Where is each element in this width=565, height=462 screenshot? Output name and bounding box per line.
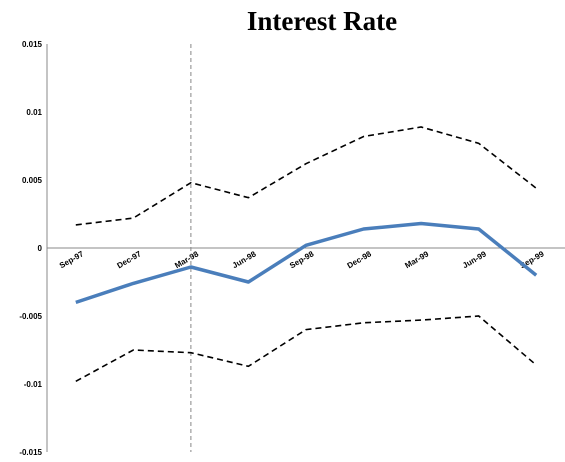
x-tick-label: Jun-98 — [231, 249, 258, 270]
y-tick-label: -0.01 — [24, 380, 43, 389]
y-tick-label: -0.015 — [19, 448, 42, 457]
x-tick-labels: Sep-97 Dec-97 Mar-98 Jun-98 Sep-98 Dec-98 Mar-… — [58, 249, 546, 270]
y-tick-label: 0.015 — [22, 40, 43, 49]
x-tick-label: Dec-97 — [115, 249, 143, 270]
x-tick-label: Dec-98 — [346, 249, 374, 270]
x-tick-label: Sep-97 — [58, 249, 86, 270]
y-tick-label: -0.005 — [19, 312, 42, 321]
upper-band-line — [75, 126, 537, 226]
y-tick-labels: 0.015 0.01 0.005 0 -0.005 -0.01 -0.015 — [19, 40, 42, 457]
chart-title: Interest Rate — [247, 6, 397, 36]
lower-band-line — [75, 315, 537, 383]
series-group — [75, 126, 538, 383]
y-tick-label: 0.005 — [22, 176, 43, 185]
x-tick-label: Jun-99 — [461, 249, 488, 270]
y-tick-label: 0.01 — [26, 108, 42, 117]
x-tick-label: Mar-99 — [403, 249, 430, 270]
x-tick-label: Sep-99 — [518, 249, 546, 270]
estimate-line — [75, 221, 538, 305]
y-tick-label: 0 — [38, 244, 43, 253]
